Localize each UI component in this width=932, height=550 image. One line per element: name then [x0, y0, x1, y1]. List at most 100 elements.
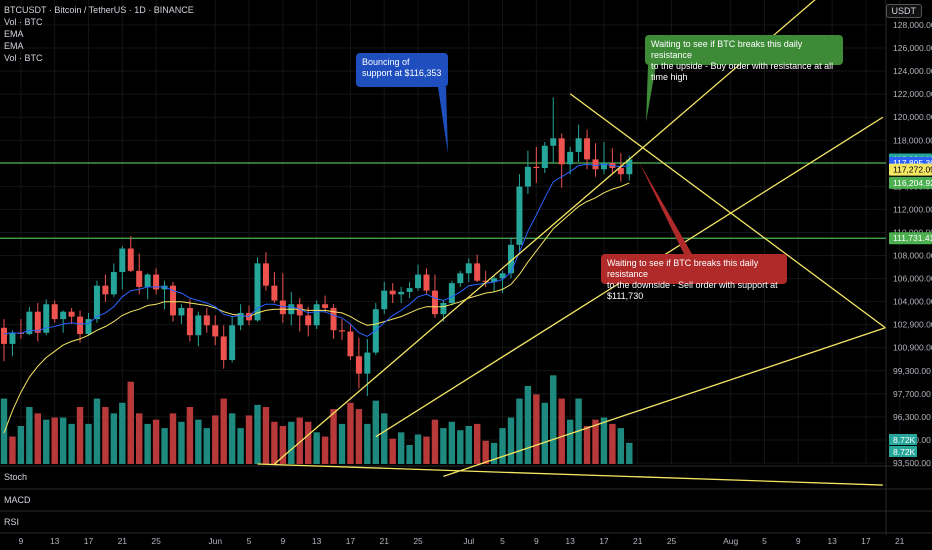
candle-body — [600, 163, 607, 170]
symbol-title[interactable]: BTCUSDT · Bitcoin / TetherUS · 1D · BINA… — [4, 5, 194, 15]
pane-label-macd[interactable]: MACD — [4, 495, 31, 505]
candlesticks — [1, 97, 633, 396]
candle-body — [144, 274, 151, 287]
x-tick-label: 5 — [500, 536, 505, 546]
candle-body — [491, 278, 498, 282]
candle-body — [347, 331, 354, 357]
volume-bar — [102, 407, 109, 464]
candle-body — [51, 304, 58, 320]
indicator-ema-1[interactable]: EMA — [4, 29, 24, 39]
volume-bar — [119, 402, 126, 464]
volume-bar — [254, 404, 261, 464]
volume-bar — [279, 426, 287, 464]
candle-body — [448, 283, 455, 304]
trendline-lower-channel — [257, 463, 883, 486]
volume-bar — [550, 375, 557, 464]
y-tick-label: 120,000.00 — [893, 112, 932, 122]
candle-body — [617, 168, 624, 175]
volume-bar — [355, 409, 363, 464]
indicator-vol[interactable]: Vol · BTC — [4, 17, 43, 27]
volume-bar — [144, 423, 151, 464]
candle-body — [186, 307, 193, 336]
volume-bar — [85, 423, 92, 464]
volume-bar — [228, 413, 236, 464]
volume-bar — [440, 428, 447, 464]
volume-bar — [76, 407, 84, 464]
candle-body — [474, 263, 481, 281]
volume-badge: 8.72K — [889, 446, 917, 457]
annotation-red[interactable]: Waiting to see if BTC breaks this daily … — [601, 254, 787, 301]
volume-bar — [59, 417, 67, 464]
candle-body — [43, 304, 50, 333]
candle-body — [153, 274, 160, 290]
volume-bar — [364, 423, 371, 464]
volume-bar — [178, 421, 185, 464]
y-tick-label: 96,300.00 — [893, 412, 931, 422]
volume-badge-bg — [889, 446, 917, 457]
x-tick-label: Jul — [463, 536, 474, 546]
green-note-pointer — [646, 65, 656, 122]
volume-bar — [288, 421, 295, 464]
annotation-blue[interactable]: Bouncing of support at $116,353 — [356, 53, 448, 87]
volume-bar — [347, 402, 354, 464]
volume-bar — [321, 436, 329, 464]
indicator-ema-2[interactable]: EMA — [4, 41, 24, 51]
ema-lines — [3, 163, 630, 434]
volume-bar — [17, 426, 25, 464]
candle-body — [85, 319, 92, 334]
candle-body — [262, 263, 269, 286]
x-tick-label: 17 — [861, 536, 871, 546]
candle-body — [524, 166, 531, 187]
indicator-vol-2[interactable]: Vol · BTC — [4, 53, 43, 63]
x-tick-label: 17 — [599, 536, 609, 546]
y-tick-label: 124,000.00 — [893, 66, 932, 76]
candle-body — [9, 332, 16, 344]
time-axis[interactable]: 9 13 17 21 25 Jun 5 9 13 17 21 25 Jul 5 9 13 17 21 25 Aug 5 9… — [19, 536, 905, 546]
pane-label-stoch[interactable]: Stoch — [4, 472, 28, 482]
annotation-red-line2: to the downside - Sell order with suppor… — [607, 280, 778, 301]
volume-bar — [330, 409, 337, 464]
volume-bar — [465, 426, 472, 464]
y-tick-label: 97,700.00 — [893, 389, 931, 399]
y-tick-label: 128,000.00 — [893, 20, 932, 30]
volume-bar — [152, 419, 160, 464]
candle-body — [119, 248, 126, 273]
candle-body — [415, 274, 422, 289]
volume-bar — [9, 436, 16, 464]
volume-bar — [169, 413, 177, 464]
candle-body — [575, 138, 582, 152]
candle-body — [541, 145, 548, 169]
candle-body — [77, 316, 84, 334]
volume-bar — [110, 413, 118, 464]
y-tick-label: 122,000.00 — [893, 89, 932, 99]
candle-body — [26, 311, 33, 334]
currency-button[interactable]: USDT — [885, 4, 922, 18]
price-badge: 117,272.09 — [889, 163, 932, 176]
candle-body — [516, 186, 523, 245]
x-tick-label: Jun — [208, 536, 222, 546]
candle-body — [1, 327, 7, 344]
x-tick-label: 17 — [84, 536, 94, 546]
volume-bar — [566, 419, 574, 464]
pane-label-rsi[interactable]: RSI — [4, 517, 20, 527]
annotation-blue-text: Bouncing of support at $116,353 — [362, 57, 442, 78]
ema-slow-line — [3, 182, 630, 434]
price-badge-label: 111,731.41 — [893, 233, 932, 243]
candle-body — [381, 290, 388, 310]
annotation-green[interactable]: Waiting to see if BTC breaks this daily … — [645, 35, 843, 82]
volume-bar — [338, 423, 346, 464]
y-tick-label: 106,000.00 — [893, 274, 932, 284]
price-axis[interactable]: 128,000.00 126,000.00 124,000.00 122,000.00… — [889, 20, 932, 468]
horizontal-levels — [0, 162, 886, 239]
chart-legend: BTCUSDT · Bitcoin / TetherUS · 1D · BINA… — [4, 4, 194, 64]
candle-body — [550, 138, 557, 146]
candle-body — [508, 244, 514, 274]
volume-bar — [423, 436, 430, 464]
candle-body — [533, 166, 540, 169]
candle-body — [229, 325, 236, 360]
candle-body — [195, 315, 202, 336]
volume-bar — [397, 432, 405, 464]
volume-bar — [474, 423, 481, 464]
price-badge: 111,731.41 — [889, 232, 932, 245]
volume-badge-bg — [889, 434, 917, 445]
